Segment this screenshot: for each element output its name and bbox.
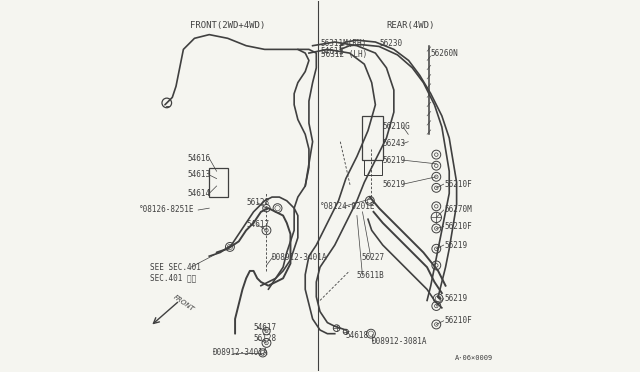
Bar [364, 160, 382, 175]
Text: REAR(4WD): REAR(4WD) [387, 21, 435, 30]
Text: 54618: 54618 [346, 331, 369, 340]
Text: 54616: 54616 [187, 154, 210, 163]
Bar [362, 116, 383, 160]
Text: 56219: 56219 [445, 294, 468, 303]
Text: A·06×0009: A·06×0009 [455, 355, 493, 361]
Text: 56219: 56219 [382, 180, 405, 189]
Text: 54617: 54617 [253, 323, 276, 331]
Text: 56128: 56128 [253, 334, 276, 343]
Text: 54617: 54617 [246, 220, 269, 229]
Text: 56230: 56230 [379, 39, 402, 48]
Text: 56219: 56219 [382, 155, 405, 165]
Text: FRONT: FRONT [172, 294, 195, 312]
Text: 56227: 56227 [362, 253, 385, 263]
Text: 56210F: 56210F [445, 316, 472, 325]
Text: 56210F: 56210F [445, 180, 472, 189]
Text: 54611: 54611 [320, 47, 343, 56]
Text: 56128: 56128 [246, 198, 269, 207]
Text: 56243: 56243 [382, 139, 405, 148]
Text: 56312 (LH): 56312 (LH) [321, 51, 367, 60]
Text: 54613: 54613 [187, 170, 210, 179]
Text: 55611B: 55611B [356, 271, 384, 280]
Text: FRONT(2WD+4WD): FRONT(2WD+4WD) [190, 21, 266, 30]
Text: 56210F: 56210F [445, 222, 472, 231]
Text: SEE SEC.401: SEE SEC.401 [150, 263, 201, 272]
Text: °08124-0201E: °08124-0201E [320, 202, 376, 211]
Text: Ð08912-3081A: Ð08912-3081A [372, 337, 427, 346]
Text: 56270M: 56270M [445, 205, 472, 215]
Text: °08126-8251E: °08126-8251E [139, 205, 195, 215]
Text: 56260N: 56260N [431, 49, 458, 58]
Bar [209, 167, 228, 197]
Text: Ð08912-3401A: Ð08912-3401A [213, 349, 268, 357]
Text: Ð08912-3401A: Ð08912-3401A [272, 253, 328, 263]
Text: 56311M(RH): 56311M(RH) [321, 39, 367, 48]
Text: SEC.401 参照: SEC.401 参照 [150, 274, 196, 283]
Text: 54614: 54614 [187, 189, 210, 198]
Text: 56210G: 56210G [382, 122, 410, 131]
Text: 56219: 56219 [445, 241, 468, 250]
